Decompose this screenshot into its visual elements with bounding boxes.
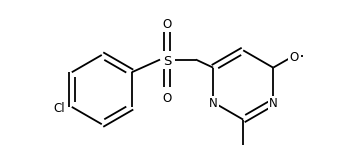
Text: N: N <box>269 97 278 110</box>
Text: O: O <box>289 51 298 64</box>
Text: O: O <box>162 91 171 104</box>
Text: O: O <box>162 18 171 31</box>
Text: Cl: Cl <box>54 102 66 115</box>
Text: N: N <box>209 97 218 110</box>
Text: S: S <box>163 55 171 68</box>
